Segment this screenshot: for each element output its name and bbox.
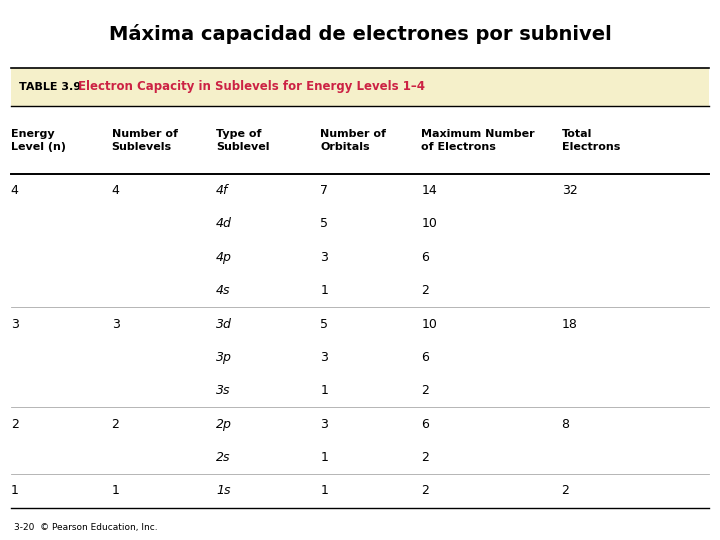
Text: 4d: 4d: [216, 218, 232, 231]
Text: 3: 3: [112, 318, 120, 330]
Text: Number of
Orbitals: Number of Orbitals: [320, 129, 387, 152]
FancyBboxPatch shape: [11, 68, 709, 106]
Text: 3: 3: [11, 318, 19, 330]
Text: 8: 8: [562, 417, 570, 431]
Text: 4: 4: [112, 184, 120, 197]
Text: Electron Capacity in Sublevels for Energy Levels 1–4: Electron Capacity in Sublevels for Energ…: [78, 80, 426, 93]
Text: Type of
Sublevel: Type of Sublevel: [216, 129, 269, 152]
Text: 1: 1: [320, 284, 328, 297]
Text: 3d: 3d: [216, 318, 232, 330]
Text: 2: 2: [421, 484, 429, 497]
Text: 1: 1: [320, 384, 328, 397]
Text: 2: 2: [421, 284, 429, 297]
Text: 2: 2: [421, 451, 429, 464]
Text: Máxima capacidad de electrones por subnivel: Máxima capacidad de electrones por subni…: [109, 24, 611, 44]
Text: 4f: 4f: [216, 184, 228, 197]
Text: 10: 10: [421, 318, 437, 330]
Text: 5: 5: [320, 218, 328, 231]
Text: 1: 1: [320, 484, 328, 497]
Text: 6: 6: [421, 417, 429, 431]
Text: 4: 4: [11, 184, 19, 197]
Text: Total
Electrons: Total Electrons: [562, 129, 620, 152]
Text: 2s: 2s: [216, 451, 230, 464]
Text: 10: 10: [421, 218, 437, 231]
Text: 3s: 3s: [216, 384, 230, 397]
Text: 7: 7: [320, 184, 328, 197]
Text: 18: 18: [562, 318, 577, 330]
Text: 1: 1: [320, 451, 328, 464]
Text: Maximum Number
of Electrons: Maximum Number of Electrons: [421, 129, 535, 152]
Text: 3: 3: [320, 417, 328, 431]
Text: TABLE 3.9: TABLE 3.9: [19, 82, 81, 92]
Text: 3: 3: [320, 351, 328, 364]
Text: 14: 14: [421, 184, 437, 197]
Text: 6: 6: [421, 251, 429, 264]
Text: 2p: 2p: [216, 417, 232, 431]
Text: 2: 2: [562, 484, 570, 497]
Text: 4p: 4p: [216, 251, 232, 264]
Text: 6: 6: [421, 351, 429, 364]
Text: 5: 5: [320, 318, 328, 330]
Text: 1s: 1s: [216, 484, 230, 497]
Text: 32: 32: [562, 184, 577, 197]
Text: 3-20  © Pearson Education, Inc.: 3-20 © Pearson Education, Inc.: [14, 523, 158, 532]
Text: 4s: 4s: [216, 284, 230, 297]
Text: Energy
Level (n): Energy Level (n): [11, 129, 66, 152]
Text: 2: 2: [112, 417, 120, 431]
Text: 1: 1: [11, 484, 19, 497]
Text: 1: 1: [112, 484, 120, 497]
Text: 2: 2: [421, 384, 429, 397]
Text: Number of
Sublevels: Number of Sublevels: [112, 129, 178, 152]
Text: 3: 3: [320, 251, 328, 264]
Text: 2: 2: [11, 417, 19, 431]
Text: 3p: 3p: [216, 351, 232, 364]
